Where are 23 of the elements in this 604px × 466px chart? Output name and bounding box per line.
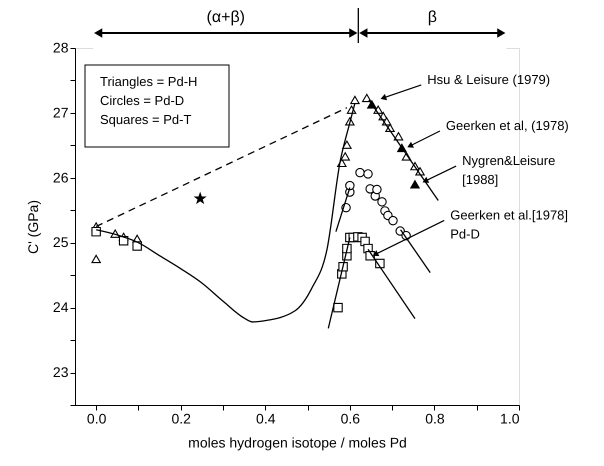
annotation: Squares = Pd-T <box>100 112 192 127</box>
band-label: (α+β) <box>206 9 245 26</box>
y-tick-label: 23 <box>52 364 69 380</box>
x-tick-label: 0.4 <box>256 410 276 426</box>
annotation: Geerken et al, (1978) <box>446 118 569 134</box>
x-tick-label: 0.8 <box>425 410 445 426</box>
band-label: β <box>428 9 437 26</box>
x-axis-title: moles hydrogen isotope / moles Pd <box>188 434 407 450</box>
x-tick-label: 0.6 <box>340 410 360 426</box>
y-tick-label: 24 <box>52 299 69 316</box>
annotation: Hsu & Leisure (1979) <box>427 72 550 87</box>
x-tick-label: 1.0 <box>500 410 520 426</box>
annotation: Triangles = Pd-H <box>100 74 198 89</box>
y-tick-label: 27 <box>52 104 69 120</box>
y-tick-label: 25 <box>52 234 69 250</box>
annotation: Geerken et al.[1978] Pd-D <box>450 207 568 242</box>
y-axis-title: C' (GPa) <box>24 200 41 254</box>
y-tick-label: 28 <box>52 40 69 56</box>
x-tick-label: 0.0 <box>86 410 107 426</box>
y-tick-label: 26 <box>52 169 69 186</box>
annotation: Nygren&Leisure [1988] <box>462 153 556 188</box>
annotation: Circles = Pd-D <box>100 93 184 108</box>
x-tick-label: 0.2 <box>171 410 192 426</box>
